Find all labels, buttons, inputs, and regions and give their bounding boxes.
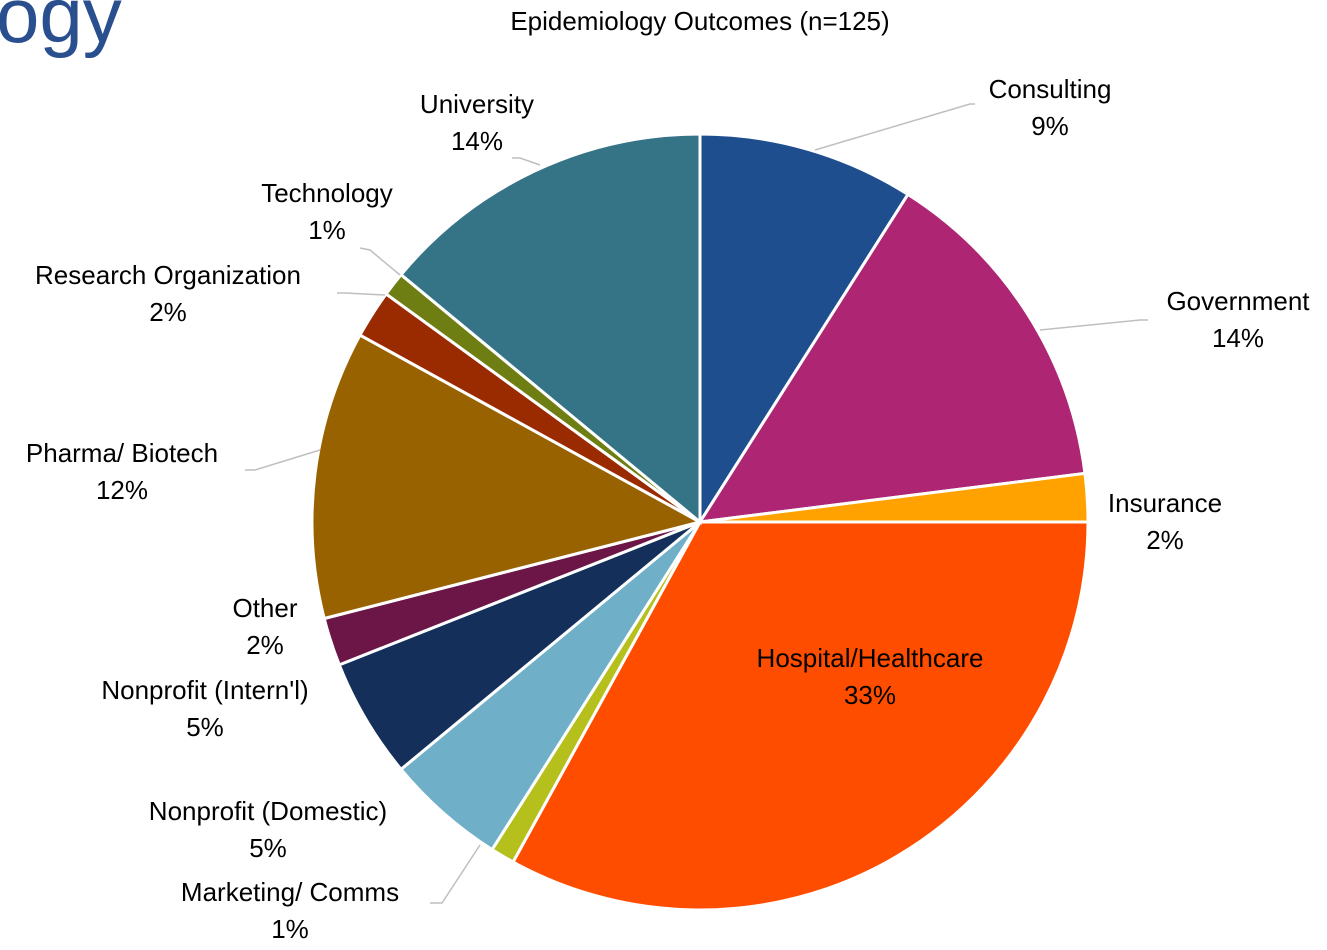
- slice-label: Hospital/Healthcare: [757, 643, 984, 673]
- leader-line: [430, 844, 481, 904]
- slice-label: Nonprofit (Domestic): [149, 796, 387, 826]
- slice-value-label: 12%: [96, 475, 148, 505]
- leader-line: [245, 449, 321, 471]
- slice-label: Nonprofit (Intern'l): [101, 675, 308, 705]
- leader-line: [359, 247, 401, 276]
- slice-value-label: 1%: [308, 215, 346, 245]
- slice-value-label: 2%: [1146, 525, 1184, 555]
- slice-label: Government: [1166, 286, 1310, 316]
- pie-slice: [398, 132, 702, 526]
- slice-value-label: 33%: [844, 680, 896, 710]
- leader-line: [814, 103, 975, 151]
- chart-title: Epidemiology Outcomes (n=125): [510, 6, 889, 36]
- pie-slice: [511, 520, 1090, 912]
- slice-label: Consulting: [989, 74, 1112, 104]
- slice-label: University: [420, 89, 534, 119]
- pie-slice: [698, 132, 910, 528]
- slice-label: Pharma/ Biotech: [26, 438, 218, 468]
- slice-label: Research Organization: [35, 260, 301, 290]
- leader-line: [337, 292, 386, 296]
- slice-value-label: 2%: [246, 630, 284, 660]
- slice-label: Insurance: [1108, 488, 1222, 518]
- slide-heading: ogy: [0, 0, 122, 59]
- slice-value-label: 2%: [149, 297, 187, 327]
- slice-value-label: 9%: [1031, 111, 1069, 141]
- pie-slice: [310, 333, 705, 621]
- slice-label: Technology: [261, 178, 393, 208]
- slice-value-label: 14%: [1212, 323, 1264, 353]
- slice-value-label: 5%: [186, 712, 224, 742]
- pie-slice: [697, 192, 1087, 524]
- slice-value-label: 5%: [249, 833, 287, 863]
- slice-label: Other: [232, 593, 297, 623]
- slice-label: Marketing/ Comms: [181, 877, 399, 907]
- slice-value-label: 14%: [451, 126, 503, 156]
- leader-line: [1039, 319, 1148, 331]
- leader-line: [512, 157, 541, 166]
- slice-value-label: 1%: [271, 914, 309, 944]
